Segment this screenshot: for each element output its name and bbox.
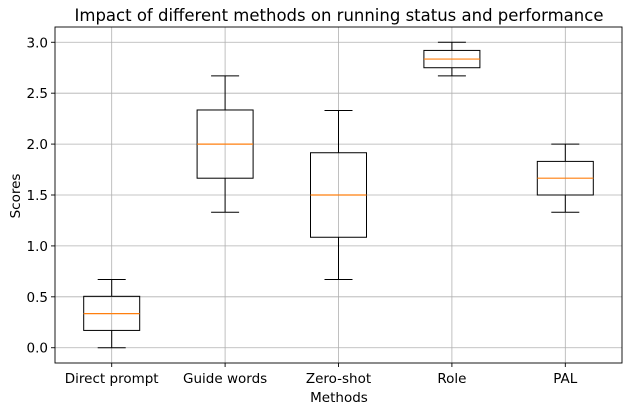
x-tick-label: Role <box>437 371 466 387</box>
box-group <box>196 75 254 213</box>
y-tick-label: 3.0 <box>27 35 48 51</box>
box-group <box>83 279 141 349</box>
x-tick-label: Zero-shot <box>306 371 371 387</box>
y-axis-label: Scores <box>8 174 24 219</box>
box-group <box>310 109 367 281</box>
y-tick-label: 2.0 <box>27 137 48 153</box>
y-tick-label: 0.5 <box>27 290 48 306</box>
x-tick-label: Direct prompt <box>65 371 159 387</box>
x-tick-label: Guide words <box>183 371 267 387</box>
y-tick-label: 2.5 <box>27 86 48 102</box>
x-axis-label: Methods <box>310 390 368 406</box>
box-group <box>536 143 594 213</box>
y-tick-label: 0.0 <box>27 341 48 357</box>
chart-title: Impact of different methods on running s… <box>75 6 604 25</box>
box-group <box>423 41 481 77</box>
y-tick-label: 1.0 <box>27 239 48 255</box>
tick-layer: 0.0 0.5 1.0 1.5 2.0 2.5 3.0 Direct prompt Guide … <box>27 35 578 387</box>
y-tick-label: 1.5 <box>27 188 48 204</box>
box-layer <box>83 41 594 349</box>
x-tick-label: PAL <box>553 371 578 387</box>
